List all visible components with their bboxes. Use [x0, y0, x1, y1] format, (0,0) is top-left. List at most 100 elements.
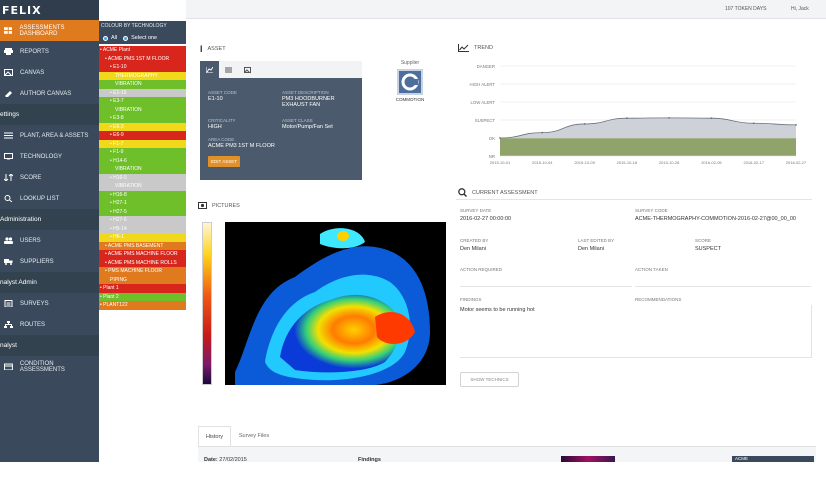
action-required-label: ACTION REQUIRED [460, 267, 503, 272]
tree-item[interactable]: • ACME PMS BASEMENT [99, 241, 186, 250]
tree-item[interactable]: • H27-5 [99, 207, 186, 216]
data-point [710, 117, 713, 120]
findings-label: FINDINGS [460, 297, 482, 302]
tree-item[interactable]: VIBRATION [99, 165, 186, 174]
data-point [541, 131, 544, 134]
data-point [625, 117, 628, 120]
users-icon [4, 237, 13, 244]
asset-tab-chart[interactable] [200, 61, 219, 78]
recommendations-textarea[interactable] [635, 305, 812, 358]
nav-item-reports[interactable]: REPORTS [0, 41, 99, 62]
tree-item[interactable]: • ACME PMS 1ST M FLOOR [99, 54, 186, 63]
tree-item[interactable]: • E6-3 [99, 122, 186, 131]
list-icon [4, 132, 13, 139]
nav-item-users[interactable]: USERS [0, 230, 99, 251]
tree-item[interactable]: • PMS MACHINE FLOOR [99, 267, 186, 276]
show-technics-button[interactable]: SHOW TECHNICS [460, 372, 519, 387]
nav-item-assessments-dashboard[interactable]: ASSESSMENTS DASHBOARD [0, 20, 99, 41]
tree-item[interactable]: • Plant 2 [99, 292, 186, 301]
trend-icon [458, 44, 469, 52]
nav-item-routes[interactable]: ROUTES [0, 314, 99, 335]
tree-item[interactable]: • ACME PMS MACHINE FLOOR [99, 250, 186, 259]
asset-class-value: Motor/Pump/Fan Set [282, 124, 333, 130]
nav-item-suppliers[interactable]: SUPPLIERS [0, 251, 99, 272]
nav-item-label: SURVEYS [20, 300, 49, 307]
search-icon [458, 188, 467, 197]
nav-item-plant-area-assets[interactable]: PLANT, AREA & ASSETS [0, 125, 99, 146]
sidebar: FELIX ASSESSMENTS DASHBOARD REPORTS CANVAS… [0, 0, 99, 462]
supplier-block: Supplier COMMOTION [386, 60, 434, 102]
history-findings-label: Findings [358, 457, 381, 463]
tree-item[interactable]: • H27-1 [99, 199, 186, 208]
tree-item[interactable]: • H5-14 [99, 224, 186, 233]
nav-item-label: SCORE [20, 174, 42, 181]
y-tick-label: HIGH ALERT [470, 82, 496, 87]
tree-title: COLOUR BY TECHNOLOGY [99, 21, 186, 32]
area-code-field: AREA CODE ACME PM3 1ST M FLOOR [208, 137, 275, 149]
monitor-icon [4, 153, 13, 160]
nav-item-surveys[interactable]: SURVEYS [0, 293, 99, 314]
tree-item[interactable]: • E1-10 [99, 63, 186, 72]
area-code-label: AREA CODE [208, 137, 235, 142]
tree-item[interactable]: THERMOGRAPHY [99, 71, 186, 80]
tree-item[interactable]: • ACME PMS MACHINE ROLLS [99, 258, 186, 267]
criticality-field: CRITICALITY HIGH [208, 118, 236, 130]
tab-history[interactable]: History [198, 426, 231, 446]
action-required-field: ACTION REQUIRED [460, 267, 502, 272]
tree-item[interactable]: • PLANT122 [99, 301, 186, 310]
tree-item[interactable]: • H16-5 [99, 173, 186, 182]
tree-item[interactable]: • E1-15 [99, 88, 186, 97]
sort-icon [4, 174, 13, 181]
edit-asset-button[interactable]: EDIT ASSET [208, 156, 240, 167]
tree-item[interactable]: VIBRATION [99, 80, 186, 89]
action-required-input[interactable] [460, 277, 632, 287]
tree-item[interactable]: • H6-1 [99, 233, 186, 242]
created-by-label: CREATED BY [460, 238, 489, 243]
commotion-logo-icon [401, 73, 419, 91]
x-tick-label: 2016-02-17 [743, 160, 764, 165]
tree-item[interactable]: • F1-9 [99, 148, 186, 157]
radio-all[interactable] [103, 35, 108, 41]
action-taken-input[interactable] [635, 277, 811, 287]
thermal-image[interactable] [225, 222, 446, 385]
nav-item-author-canvas[interactable]: AUTHOR CANVAS [0, 83, 99, 104]
history-tag: ACME [732, 456, 814, 462]
tree-item[interactable]: VIBRATION [99, 182, 186, 191]
asset-tab-list[interactable] [219, 61, 238, 78]
history-strip [198, 446, 816, 462]
trend-heading: TREND [458, 44, 493, 52]
tree-item[interactable]: PIPING [99, 275, 186, 284]
created-by-field: CREATED BY Den Milani [460, 238, 488, 252]
tree-item[interactable]: • E3-8 [99, 114, 186, 123]
findings-value: Motor seems to be running hot [460, 307, 535, 313]
score-field: SCORE SUSPECT [695, 238, 721, 252]
dashboard-icon [4, 27, 13, 34]
asset-tab-image[interactable] [238, 61, 257, 78]
findings-textarea[interactable]: Motor seems to be running hot [460, 305, 636, 358]
nav-item-technology[interactable]: TECHNOLOGY [0, 146, 99, 167]
nav-item-canvas[interactable]: CANVAS [0, 62, 99, 83]
tree-item[interactable]: VIBRATION [99, 105, 186, 114]
radio-select-one[interactable] [123, 35, 129, 41]
tree-item[interactable]: • E6-9 [99, 131, 186, 140]
tree-filter: All Select one [99, 32, 186, 44]
tree-item[interactable]: • Plant 1 [99, 284, 186, 293]
supplier-label: Supplier [400, 60, 420, 66]
nav-item-condition-assessments[interactable]: CONDITION ASSESSMENTS [0, 356, 99, 377]
nav-item-lookup-list[interactable]: LOOKUP LIST [0, 188, 99, 209]
tree-item[interactable]: • F1-7 [99, 139, 186, 148]
radio-all-label: All [111, 35, 118, 41]
tree-item[interactable]: • H14-6 [99, 156, 186, 165]
tree-item[interactable]: • E3-7 [99, 97, 186, 106]
tree-item[interactable]: • H16-8 [99, 190, 186, 199]
tab-survey-files[interactable]: Survey Files [238, 433, 270, 439]
nav-item-score[interactable]: SCORE [0, 167, 99, 188]
action-taken-field: ACTION TAKEN [635, 267, 668, 272]
history-thumbnail[interactable] [561, 456, 615, 462]
asset-heading: i ASSET [200, 44, 226, 54]
pictures-heading: PICTURES [198, 202, 240, 209]
tree-item[interactable]: • H27-6 [99, 216, 186, 225]
tree-item[interactable]: • ACME Plant [99, 46, 186, 55]
user-menu[interactable]: Hi, Jack [791, 6, 809, 12]
trend-chart: NR OK SUSPECT LOW ALERT HIGH ALERT DANGER 2015… [470, 64, 807, 165]
